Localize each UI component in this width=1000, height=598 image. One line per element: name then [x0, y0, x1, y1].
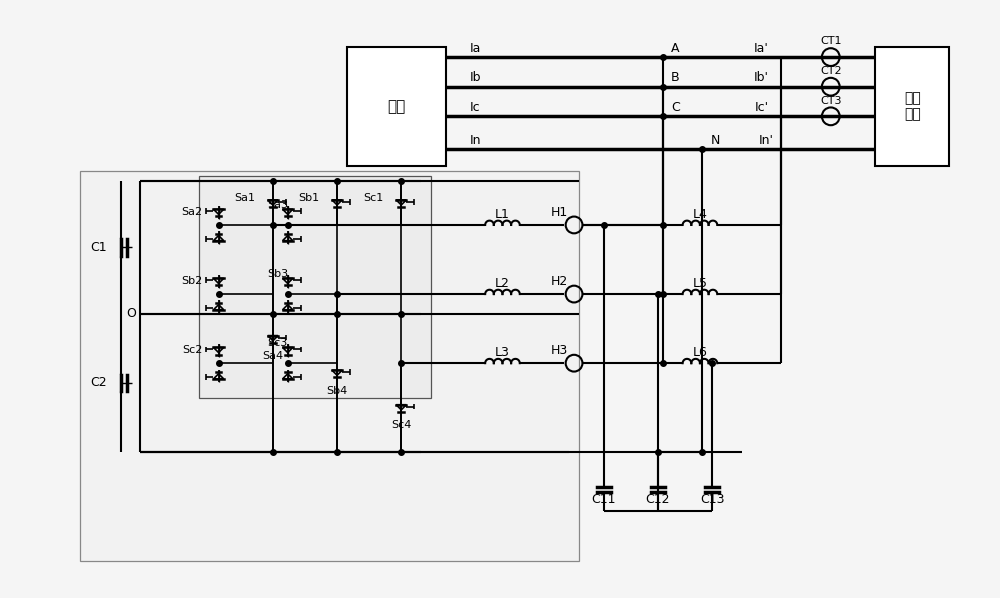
Text: A: A	[671, 42, 679, 54]
Text: C11: C11	[591, 493, 616, 506]
Text: Sc2: Sc2	[182, 346, 203, 355]
Text: L6: L6	[693, 346, 707, 359]
Text: L5: L5	[692, 277, 707, 289]
Text: Sb1: Sb1	[298, 193, 319, 203]
Text: C: C	[671, 101, 680, 114]
Text: Sb3: Sb3	[267, 269, 288, 279]
Text: Sc1: Sc1	[363, 193, 383, 203]
Text: Ib: Ib	[470, 71, 481, 84]
Text: Sc4: Sc4	[391, 420, 411, 431]
Text: O: O	[126, 307, 136, 321]
Bar	[199, 176, 431, 398]
Text: C13: C13	[700, 493, 725, 506]
Text: Sa3: Sa3	[267, 200, 288, 210]
Text: N: N	[710, 133, 720, 147]
Text: C2: C2	[90, 376, 107, 389]
Text: In: In	[470, 133, 481, 147]
Text: Ib': Ib'	[754, 71, 769, 84]
Text: In': In'	[759, 133, 774, 147]
Bar	[347, 47, 446, 166]
Text: Ia: Ia	[470, 42, 481, 54]
Text: L1: L1	[495, 208, 510, 221]
Text: Sb2: Sb2	[182, 276, 203, 286]
Text: B: B	[671, 71, 679, 84]
Text: Ia': Ia'	[754, 42, 769, 54]
Text: Sb4: Sb4	[326, 386, 348, 396]
Bar	[80, 170, 579, 561]
Text: Ic': Ic'	[755, 101, 769, 114]
Text: H2: H2	[551, 274, 568, 288]
Text: Sa2: Sa2	[182, 207, 203, 217]
Text: C1: C1	[90, 240, 107, 254]
Text: Ic: Ic	[470, 101, 481, 114]
Text: CT1: CT1	[820, 36, 842, 46]
Text: C12: C12	[646, 493, 670, 506]
Text: H1: H1	[551, 206, 568, 219]
Text: L2: L2	[495, 277, 510, 289]
Text: CT3: CT3	[820, 96, 842, 105]
Text: Sc3: Sc3	[268, 338, 288, 349]
Text: L3: L3	[495, 346, 510, 359]
Bar	[875, 47, 949, 166]
Text: Sa4: Sa4	[262, 351, 283, 361]
Text: L4: L4	[693, 208, 707, 221]
Text: CT2: CT2	[820, 66, 842, 76]
Text: H3: H3	[551, 344, 568, 357]
Text: Sa1: Sa1	[234, 193, 255, 203]
Text: 电网: 电网	[387, 99, 405, 114]
Text: 三相
负载: 三相 负载	[904, 91, 921, 121]
